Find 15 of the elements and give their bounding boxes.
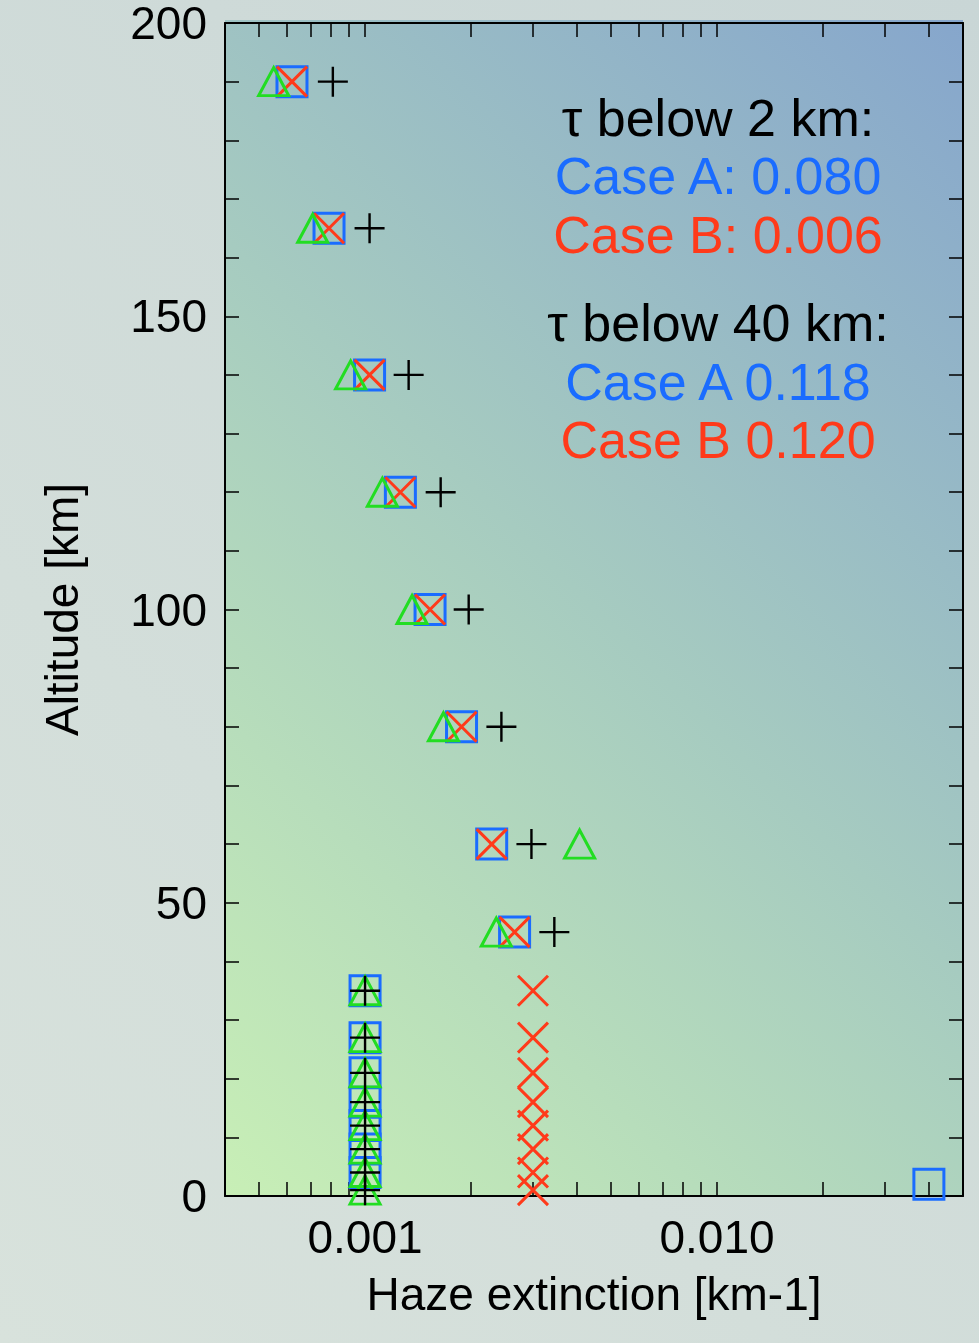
annotation: Case B 0.120 [560, 411, 876, 469]
x-axis-title: Haze extinction [km-1] [366, 1268, 822, 1320]
x-tick-label: 0.001 [307, 1211, 423, 1263]
annotation: Case B: 0.006 [553, 206, 883, 264]
y-axis-title: Altitude [km] [36, 482, 88, 737]
annotation: τ below 2 km: [561, 89, 875, 147]
y-tick-label: 50 [155, 876, 207, 929]
x-tick-label: 0.010 [659, 1211, 775, 1263]
y-tick-label: 150 [130, 290, 207, 343]
y-tick-label: 100 [130, 583, 207, 636]
y-tick-label: 200 [130, 0, 207, 49]
annotation: Case A 0.118 [565, 353, 871, 411]
y-tick-label: 0 [181, 1170, 207, 1222]
annotation: τ below 40 km: [547, 294, 889, 352]
annotation: Case A: 0.080 [554, 147, 882, 205]
